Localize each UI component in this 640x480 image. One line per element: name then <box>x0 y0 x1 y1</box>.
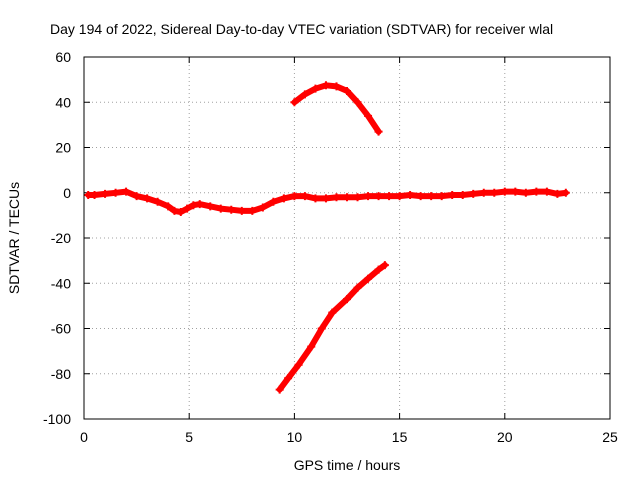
data-point <box>284 374 293 383</box>
data-point <box>364 192 373 201</box>
y-tick-label: 60 <box>55 49 71 65</box>
data-point <box>317 324 326 333</box>
data-point <box>437 192 446 201</box>
data-point <box>170 206 179 215</box>
data-point <box>343 86 351 95</box>
data-point <box>132 192 141 201</box>
data-point <box>364 111 373 120</box>
data-point <box>294 360 303 369</box>
data-point <box>258 203 267 212</box>
plot-frame <box>83 56 611 420</box>
data-point <box>395 192 404 201</box>
data-point <box>521 188 530 197</box>
data-point <box>374 127 383 136</box>
data-point <box>237 206 246 215</box>
data-point <box>111 188 120 197</box>
data-point <box>406 191 415 200</box>
series-line <box>276 262 388 393</box>
data-point <box>90 191 99 200</box>
x-tick-label: 25 <box>602 429 618 445</box>
data-point <box>532 187 541 196</box>
data-point <box>307 342 316 351</box>
data-point <box>101 189 110 198</box>
data-point <box>328 308 337 317</box>
data-point <box>122 187 131 196</box>
axis-ticks: 0 5 10 15 20 25 -100 -80 -60 -40 -20 0 20 40 60 <box>43 49 618 445</box>
data-point <box>300 192 309 201</box>
data-point <box>311 194 320 203</box>
data-point <box>385 192 394 201</box>
data-point <box>176 207 185 216</box>
data-point <box>321 194 330 203</box>
data-point <box>353 98 362 107</box>
data-point <box>500 187 509 196</box>
y-tick-label: -80 <box>51 366 71 382</box>
data-point <box>561 188 570 197</box>
data-point <box>416 192 425 201</box>
x-tick-label: 15 <box>392 429 408 445</box>
x-tick-label: 20 <box>497 429 513 445</box>
data-point <box>290 192 299 201</box>
data-series <box>84 81 570 394</box>
data-point <box>279 194 288 203</box>
y-tick-label: -20 <box>51 230 71 246</box>
grid-lines <box>84 57 610 419</box>
data-point <box>479 188 488 197</box>
x-tick-label: 0 <box>80 429 88 445</box>
data-point <box>353 193 362 202</box>
data-point <box>153 197 162 206</box>
data-point <box>380 261 389 270</box>
data-point <box>490 188 499 197</box>
y-tick-label: 40 <box>55 94 71 110</box>
data-point <box>269 197 278 206</box>
data-point <box>321 81 330 90</box>
data-point <box>195 200 204 209</box>
data-point <box>343 193 351 202</box>
data-point <box>353 283 362 292</box>
y-axis-label: SDTVAR / TECUs <box>6 182 22 294</box>
y-tick-label: 20 <box>55 140 71 156</box>
data-point <box>511 187 520 196</box>
data-point <box>216 204 225 213</box>
x-tick-label: 10 <box>287 429 303 445</box>
y-tick-label: -60 <box>51 321 71 337</box>
data-point <box>311 84 320 93</box>
data-point <box>427 192 436 201</box>
data-point <box>542 187 551 196</box>
series-upper-arc <box>290 81 383 136</box>
data-point <box>206 202 215 211</box>
data-point <box>248 206 257 215</box>
data-point <box>374 192 383 201</box>
data-point <box>343 295 351 304</box>
x-tick-label: 5 <box>185 429 193 445</box>
y-tick-label: 0 <box>63 185 71 201</box>
data-point <box>189 201 198 210</box>
y-tick-label: -100 <box>43 411 71 427</box>
series-line <box>291 82 382 135</box>
series-lower-rise <box>275 261 389 394</box>
data-point <box>332 193 341 202</box>
data-point <box>275 385 284 394</box>
data-point <box>448 191 457 200</box>
data-point <box>332 82 341 91</box>
data-point <box>374 265 383 274</box>
data-point <box>469 189 478 198</box>
y-tick-label: -40 <box>51 275 71 291</box>
data-point <box>227 205 236 214</box>
data-point <box>183 204 192 213</box>
x-axis-label: GPS time / hours <box>294 457 401 473</box>
data-point <box>300 90 309 99</box>
data-point <box>143 194 152 203</box>
data-point <box>553 189 562 198</box>
chart-title: Day 194 of 2022, Sidereal Day-to-day VTE… <box>50 21 553 37</box>
data-point <box>164 202 173 211</box>
data-point <box>458 191 467 200</box>
series-near-zero-track <box>84 187 570 216</box>
data-point <box>364 274 373 283</box>
data-point <box>290 98 299 107</box>
